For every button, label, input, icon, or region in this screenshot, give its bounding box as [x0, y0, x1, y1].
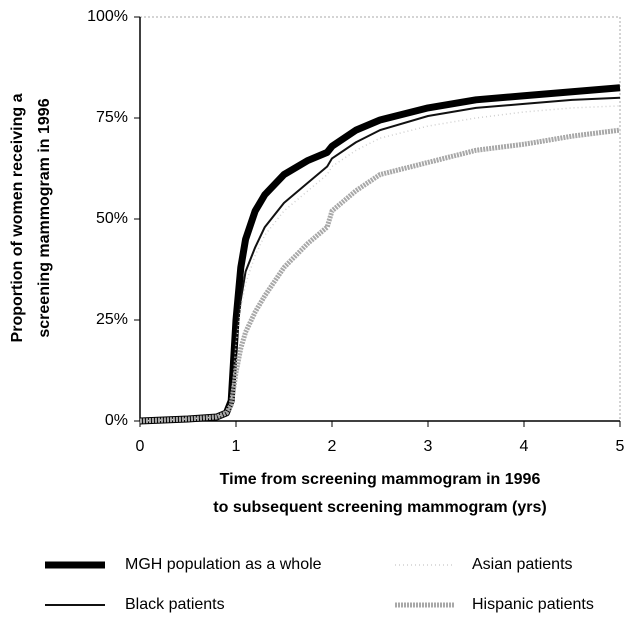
y-tick-label: 100%	[87, 8, 128, 25]
series-line	[139, 84, 621, 425]
x-tick-label: 5	[616, 438, 624, 455]
legend-label: MGH population as a whole	[125, 556, 322, 573]
x-tick-label: 2	[328, 438, 337, 455]
legend-label: Black patients	[125, 596, 225, 613]
x-tick-label: 0	[136, 438, 145, 455]
y-axis-title: screening mammogram in 1996	[36, 98, 53, 337]
series-line	[139, 127, 621, 424]
series-line	[139, 105, 621, 422]
x-tick-label: 3	[424, 438, 433, 455]
y-axis-title: Proportion of women receiving a	[9, 93, 26, 342]
x-axis-title: to subsequent screening mammogram (yrs)	[213, 499, 546, 516]
y-tick-label: 0%	[105, 412, 128, 429]
y-tick-label: 25%	[96, 311, 128, 328]
y-tick-label: 75%	[96, 109, 128, 126]
legend-label: Hispanic patients	[472, 596, 594, 613]
x-tick-label: 4	[520, 438, 529, 455]
legend-label: Asian patients	[472, 556, 573, 573]
x-axis-title: Time from screening mammogram in 1996	[220, 471, 541, 488]
x-tick-label: 1	[232, 438, 241, 455]
y-tick-label: 50%	[96, 210, 128, 227]
series-line	[139, 96, 621, 422]
